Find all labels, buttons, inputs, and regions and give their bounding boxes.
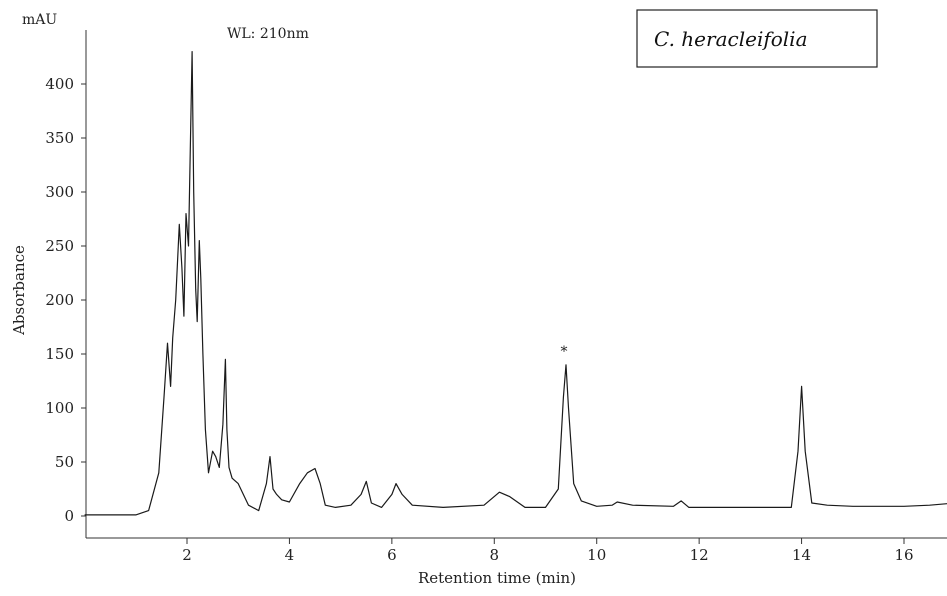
peak-marker-asterisk: * bbox=[560, 344, 567, 360]
y-tick-label: 250 bbox=[45, 237, 74, 255]
x-axis-label: Retention time (min) bbox=[418, 569, 576, 587]
y-tick-label: 150 bbox=[45, 345, 74, 363]
y-tick-label: 50 bbox=[55, 453, 74, 471]
x-tick-label: 6 bbox=[387, 546, 397, 564]
species-legend-text: C. heracleifolia bbox=[654, 27, 808, 51]
y-tick-label: 300 bbox=[45, 183, 74, 201]
x-tick-label: 16 bbox=[894, 546, 913, 564]
x-tick-label: 10 bbox=[587, 546, 606, 564]
y-unit-label: mAU bbox=[22, 12, 57, 28]
x-tick-label: 8 bbox=[490, 546, 500, 564]
y-tick-label: 350 bbox=[45, 129, 74, 147]
y-tick-label: 0 bbox=[64, 507, 74, 525]
y-tick-label: 200 bbox=[45, 291, 74, 309]
y-axis-label: Absorbance bbox=[10, 245, 28, 336]
x-tick-label: 4 bbox=[285, 546, 295, 564]
y-tick-label: 400 bbox=[45, 75, 74, 93]
y-tick-label: 100 bbox=[45, 399, 74, 417]
x-tick-label: 14 bbox=[792, 546, 811, 564]
x-tick-label: 12 bbox=[690, 546, 709, 564]
x-tick-label: 2 bbox=[182, 546, 192, 564]
species-legend: C. heracleifolia bbox=[637, 10, 877, 67]
annotation-wavelength: WL: 210nm bbox=[227, 26, 309, 42]
